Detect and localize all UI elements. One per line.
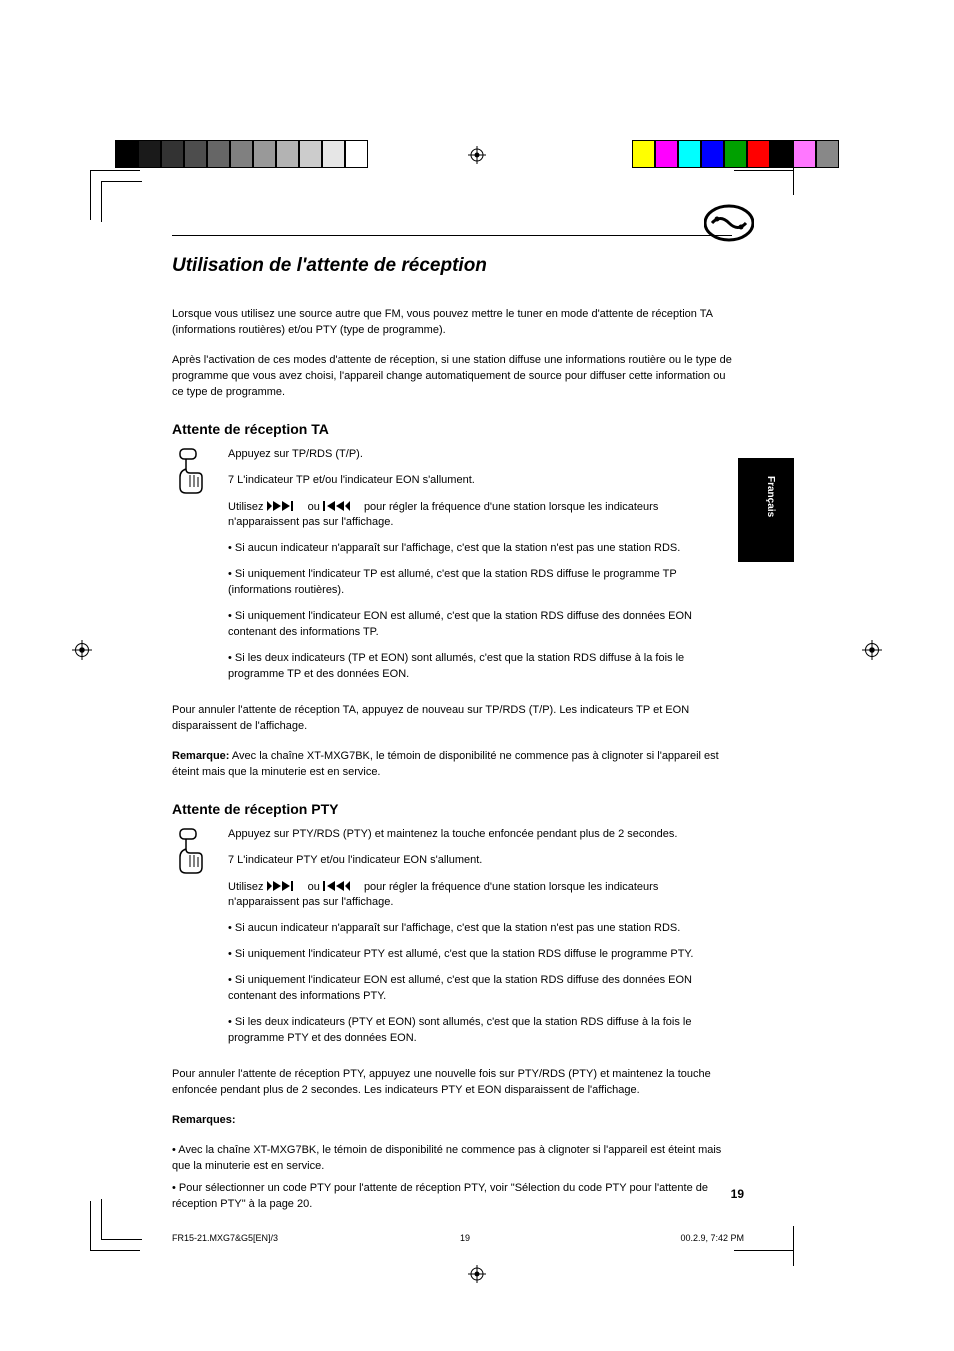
ta-step-block: Appuyez sur TP/RDS (T/P). 7 L'indicateur… [172, 447, 732, 693]
ta-step-text: Appuyez sur TP/RDS (T/P). 7 L'indicateur… [228, 447, 732, 693]
pty-indicator-item: • Si uniquement l'indicateur PTY est all… [228, 947, 732, 963]
prev-track-icon [323, 499, 361, 515]
header-rule [172, 235, 732, 236]
pty-tuning-line: Utilisez ou [228, 879, 732, 912]
section-title: Utilisation de l'attente de réception [172, 255, 732, 277]
ta-result-line: 7 L'indicateur TP et/ou l'indicateur EON… [228, 473, 732, 489]
registration-target-icon [468, 146, 486, 164]
ta-heading: Attente de réception TA [172, 421, 732, 437]
registration-marks-top [0, 140, 954, 180]
registration-target-icon [72, 640, 92, 660]
ta-tuning-line: Utilisez ou [228, 499, 732, 532]
pty-step-line: Appuyez sur PTY/RDS (PTY) et maintenez l… [228, 827, 732, 843]
brand-logo-icon [704, 198, 754, 248]
crop-mark-icon [90, 170, 140, 220]
ta-indicator-item: • Si les deux indicateurs (TP et EON) so… [228, 651, 732, 683]
crop-mark-icon [734, 170, 794, 200]
ta-indicator-item: • Si uniquement l'indicateur TP est allu… [228, 567, 732, 599]
pty-note-item: • Pour sélectionner un code PTY pour l'a… [172, 1181, 732, 1213]
footer-filename: FR15-21.MXG7&G5[EN]/3 [172, 1233, 278, 1243]
intro-paragraph: Après l'activation de ces modes d'attent… [172, 353, 732, 401]
color-colorbar [632, 140, 839, 168]
page-content: Utilisation de l'attente de réception Lo… [172, 255, 732, 1226]
ta-step-line: Appuyez sur TP/RDS (T/P). [228, 447, 732, 463]
pointing-hand-icon [172, 827, 212, 875]
ta-indicator-item: • Si aucun indicateur n'apparaît sur l'a… [228, 541, 732, 557]
language-thumb-tab: Français [738, 458, 794, 562]
footer-page-marker: 19 [460, 1233, 470, 1243]
next-track-icon [267, 499, 305, 515]
pty-result-line: 7 L'indicateur PTY et/ou l'indicateur EO… [228, 853, 732, 869]
page-number: 19 [731, 1187, 744, 1201]
intro-paragraph: Lorsque vous utilisez une source autre q… [172, 307, 732, 339]
pty-indicator-item: • Si uniquement l'indicateur EON est all… [228, 973, 732, 1005]
ta-indicator-item: • Si uniquement l'indicateur EON est all… [228, 609, 732, 641]
prev-track-icon [323, 879, 361, 895]
pty-indicator-item: • Si aucun indicateur n'apparaît sur l'a… [228, 921, 732, 937]
registration-target-icon [468, 1265, 486, 1283]
pty-note-item: • Avec la chaîne XT-MXG7BK, le témoin de… [172, 1143, 732, 1175]
pty-step-text: Appuyez sur PTY/RDS (PTY) et maintenez l… [228, 827, 732, 1057]
pty-step-block: Appuyez sur PTY/RDS (PTY) et maintenez l… [172, 827, 732, 1057]
ta-cancel-line: Pour annuler l'attente de réception TA, … [172, 703, 732, 735]
ta-note-line: Remarque: Avec la chaîne XT-MXG7BK, le t… [172, 749, 732, 781]
next-track-icon [267, 879, 305, 895]
pty-indicator-item: • Si les deux indicateurs (PTY et EON) s… [228, 1015, 732, 1047]
pty-heading: Attente de réception PTY [172, 801, 732, 817]
grayscale-colorbar [115, 140, 368, 168]
registration-marks-bottom [0, 1259, 954, 1289]
pointing-hand-icon [172, 447, 212, 495]
pty-notes-heading: Remarques: [172, 1113, 732, 1129]
crop-mark-icon [90, 1201, 140, 1251]
thumb-tab-label: Français [765, 476, 776, 517]
registration-target-icon [862, 640, 882, 660]
pty-cancel-line: Pour annuler l'attente de réception PTY,… [172, 1067, 732, 1099]
footer-date: 00.2.9, 7:42 PM [680, 1233, 744, 1243]
